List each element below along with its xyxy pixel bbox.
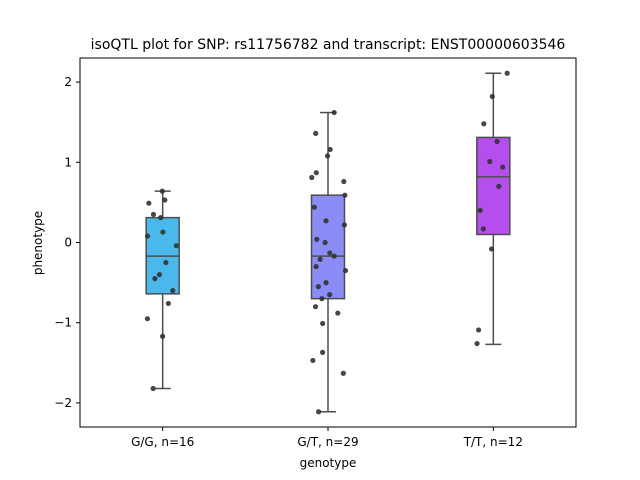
data-point: [322, 239, 328, 246]
data-point: [152, 275, 158, 282]
box-iqr: [476, 136, 511, 236]
y-tick-label: 2: [64, 75, 72, 89]
box-group-3: [476, 72, 511, 346]
data-point: [340, 370, 346, 376]
y-axis-label: phenotype: [31, 211, 45, 275]
data-point: [487, 158, 493, 165]
data-point: [488, 246, 495, 252]
points-group-1: [144, 188, 179, 392]
data-point: [342, 192, 348, 198]
data-point: [162, 197, 168, 203]
data-point: [320, 320, 326, 327]
data-point: [165, 300, 171, 307]
data-point: [160, 333, 166, 339]
data-point: [150, 211, 157, 218]
data-point: [314, 236, 320, 242]
points-group-2: [309, 109, 349, 415]
y-tick-label: 1: [64, 155, 72, 169]
data-point: [313, 130, 319, 137]
data-point: [156, 271, 163, 278]
data-point: [313, 263, 319, 270]
data-point: [324, 153, 331, 159]
data-point: [319, 296, 325, 302]
data-point: [317, 256, 323, 262]
x-tick-label: G/T, n=29: [297, 435, 358, 449]
chart-title: isoQTL plot for SNP: rs11756782 and tran…: [91, 37, 566, 53]
data-point: [342, 267, 349, 274]
data-point: [474, 340, 480, 347]
data-point: [163, 259, 169, 266]
data-point: [323, 218, 329, 224]
data-point: [335, 310, 341, 316]
data-point: [496, 183, 502, 189]
box-group-2: [310, 111, 346, 413]
box-iqr: [310, 194, 346, 300]
data-point: [310, 357, 316, 364]
data-point: [170, 288, 176, 294]
data-point: [315, 409, 322, 415]
data-point: [475, 327, 482, 333]
data-point: [146, 200, 152, 206]
points-group-3: [474, 70, 510, 347]
data-point: [327, 146, 333, 153]
data-point: [315, 284, 321, 290]
data-point: [160, 229, 166, 235]
data-point: [327, 250, 333, 256]
data-point: [481, 121, 487, 127]
data-point: [313, 170, 319, 176]
data-point: [309, 174, 315, 181]
data-point: [312, 304, 319, 310]
data-point: [341, 222, 348, 228]
data-point: [341, 178, 347, 185]
data-point: [323, 280, 329, 286]
data-point: [159, 188, 165, 194]
y-tick-label: −1: [54, 316, 72, 330]
data-point: [173, 243, 179, 249]
data-point: [494, 138, 500, 145]
data-point: [320, 349, 326, 355]
data-point: [489, 93, 495, 100]
data-point: [477, 207, 483, 214]
y-tick-label: 0: [64, 236, 72, 250]
data-point: [150, 385, 156, 392]
data-point: [311, 204, 317, 210]
data-point: [504, 70, 510, 76]
plot-area: −2 −1 0 1 2 G/G, n=16 G/T, n=29 T/T, n=12: [54, 57, 577, 449]
data-point: [500, 164, 506, 170]
data-point: [158, 215, 164, 221]
data-point: [480, 226, 486, 232]
x-tick-label: T/T, n=12: [463, 435, 523, 449]
data-point: [331, 253, 337, 259]
x-axis-label: genotype: [300, 456, 357, 470]
x-tick-label: G/G, n=16: [131, 435, 194, 449]
y-tick-label: −2: [54, 396, 72, 410]
data-point: [144, 316, 151, 322]
data-point: [144, 233, 151, 239]
data-point: [331, 109, 337, 116]
data-point: [327, 292, 333, 298]
